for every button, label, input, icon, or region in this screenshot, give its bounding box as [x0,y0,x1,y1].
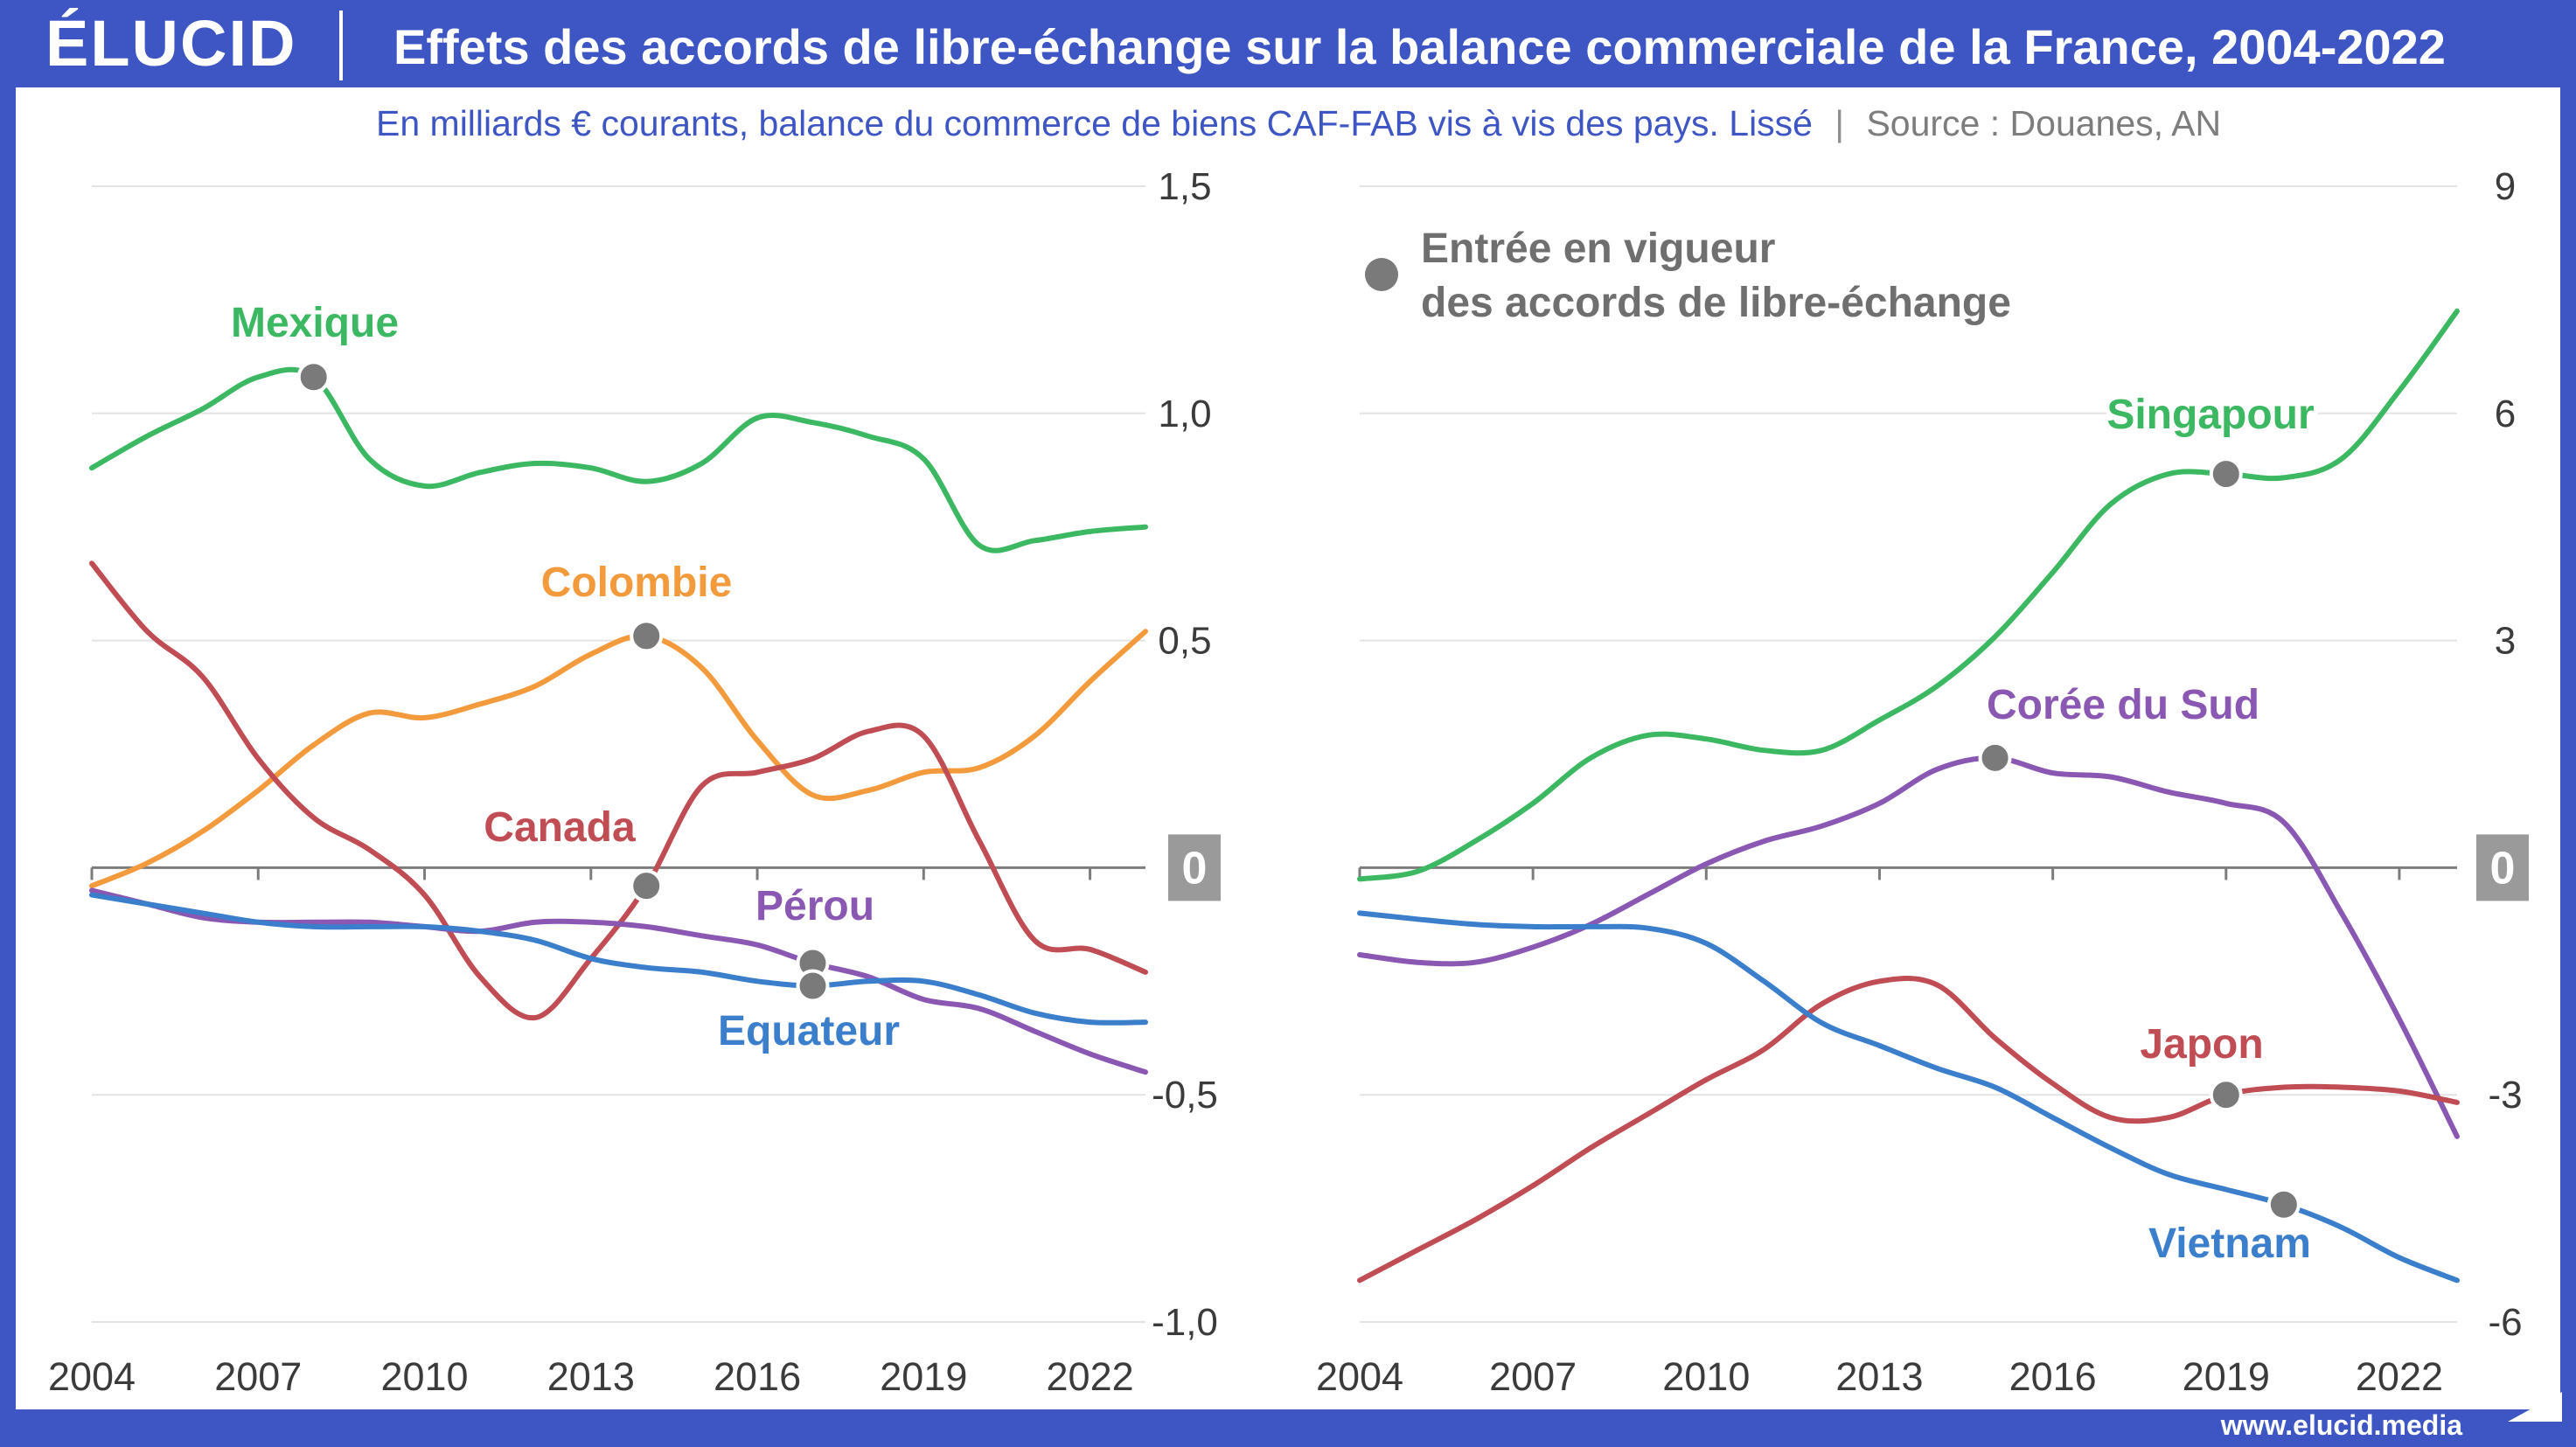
x-tick-label: 2016 [714,1354,801,1399]
y-tick-label: 1,5 [1158,165,1211,208]
y-tick-label: 9 [2495,165,2516,208]
agreement-marker-vietnam [2266,1187,2301,1221]
y-tick-label: 0,5 [1158,620,1211,663]
agreement-marker-singapour [2209,457,2243,491]
header-bar: ÉLUCID Effets des accords de libre-échan… [0,0,2576,87]
y-tick-label: 6 [2495,393,2516,435]
x-tick-label: 2019 [2183,1354,2270,1399]
y-tick-label: 0 [1182,843,1208,894]
y-tick-label: -3 [2488,1074,2522,1117]
x-tick-label: 2022 [2356,1354,2443,1399]
y-tick-label: -6 [2488,1301,2522,1344]
legend-marker [1365,258,1398,291]
series-line-coree-du-sud [1357,755,2460,1139]
series-line-mexique [89,366,1148,553]
x-tick-label: 2007 [1489,1354,1577,1399]
x-tick-label: 2004 [1316,1354,1403,1399]
zero-label-box [1168,834,1221,901]
x-tick-label: 2004 [48,1354,136,1399]
legend-text-line1: Entrée en vigueur [1421,226,1775,272]
chart-1: 1,5 1,0 0,5 0 -0,5 -1,0 2004 2007 2010 2013 2016 20… [48,165,1221,1399]
x-tick-label: 2013 [1835,1354,1923,1399]
logo-divider [339,10,343,80]
x-tick-label: 2007 [214,1354,302,1399]
y-tick-label: -1,0 [1152,1301,1218,1344]
series-label-perou: Pérou [755,883,874,929]
zero-label-box [2476,834,2529,901]
series-line-singapour [1357,308,2460,882]
series-label-canada: Canada [484,804,636,851]
subtitle-separator: | [1835,103,1845,143]
chart-2: 9 6 3 0 -3 -6 2004 2007 2010 2013 2016 2019 2022 Sing… [1316,165,2529,1399]
agreement-marker-colombie [630,619,664,653]
x-tick-label: 2013 [547,1354,635,1399]
x-tick-label: 2019 [880,1354,967,1399]
series-label-equateur: Equateur [718,1008,900,1054]
series-label-coree-du-sud: Corée du Sud [1987,682,2259,728]
series-label-japon: Japon [2140,1021,2263,1068]
x-tick-label: 2022 [1047,1354,1134,1399]
chart-panel [16,87,2560,1409]
y-tick-label: 0 [2490,843,2516,894]
series-line-perou [89,887,1148,1075]
y-tick-label: 1,0 [1158,393,1211,435]
series-label-colombie: Colombie [541,560,733,606]
subtitle-text: En milliards € courants, balance du comm… [376,103,1813,143]
flag-icon [2508,1392,2562,1422]
series-label-mexique: Mexique [231,300,399,346]
series-label-singapour: Singapour [2106,392,2314,438]
legend-text-line2: des accords de libre-échange [1421,280,2011,326]
source-text: Source : Douanes, AN [1866,103,2222,143]
y-tick-label: -0,5 [1152,1074,1218,1117]
x-tick-label: 2016 [2009,1354,2097,1399]
x-tick-label: 2010 [1662,1354,1750,1399]
agreement-marker-japon [2209,1078,2243,1112]
x-tick-label: 2010 [380,1354,468,1399]
chart-title: Effets des accords de libre-échange sur … [393,19,2446,74]
y-tick-label: 3 [2495,620,2516,663]
series-line-equateur [89,892,1148,1026]
chart-subtitle: En milliards € courants, balance du comm… [376,93,2221,154]
series-line-japon [1357,976,2460,1284]
agreement-marker-canada [630,869,664,903]
series-line-canada [89,560,1148,1021]
agreement-marker-equateur [796,969,830,1003]
elucid-logo: ÉLUCID [45,7,297,80]
footer-url[interactable]: www.elucid.media [2220,1409,2462,1441]
series-label-vietnam: Vietnam [2148,1221,2311,1267]
agreement-marker-coree-du-sud [1978,741,2012,775]
agreement-marker-mexique [296,360,331,394]
